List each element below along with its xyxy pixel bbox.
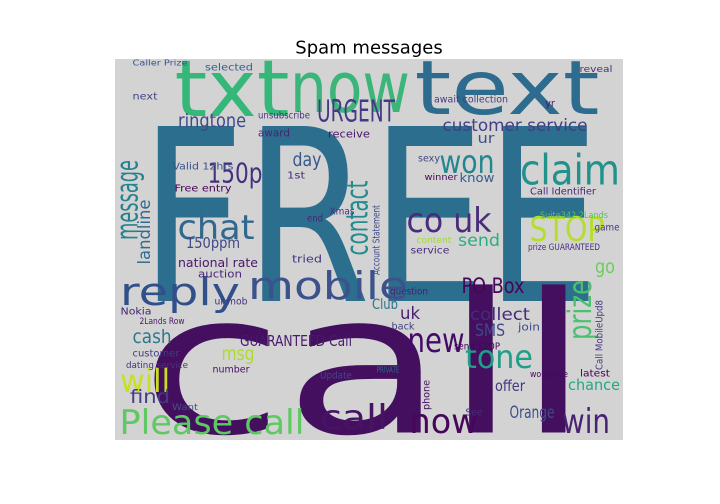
word: 150p — [208, 157, 263, 190]
word: won prize — [530, 370, 568, 380]
word: call — [140, 252, 590, 479]
word: cash — [133, 326, 172, 348]
word: Orange — [510, 403, 555, 423]
word: Club — [372, 297, 398, 313]
word: selected — [205, 63, 253, 74]
word: PRIVATE — [377, 366, 400, 375]
word: award — [258, 127, 290, 140]
word: contact — [341, 180, 376, 255]
word: Free entry — [175, 184, 232, 195]
word: prize GUARANTEED — [528, 243, 600, 253]
word: Suite342 2Lands — [540, 211, 608, 221]
word: auction — [198, 268, 242, 281]
word: customer — [133, 349, 181, 360]
word: chance — [568, 376, 620, 394]
word: SMS — [475, 321, 505, 341]
word: game — [595, 223, 620, 234]
word: send — [458, 231, 500, 251]
word: winner — [425, 173, 458, 183]
word: reply — [120, 270, 240, 314]
word: Call MobileUpd8 — [595, 300, 606, 370]
word: claim — [520, 146, 620, 195]
word: go — [595, 256, 615, 278]
word: phone — [422, 380, 433, 410]
word: end — [307, 214, 323, 225]
word: call — [320, 398, 388, 438]
word: FREE — [140, 78, 600, 358]
word: prize — [561, 280, 599, 340]
word: message — [111, 160, 146, 240]
word: tried — [292, 253, 322, 266]
plot-background — [115, 59, 623, 440]
word: unsubscribe — [258, 111, 310, 122]
word: 1st — [287, 171, 305, 182]
word: ur — [478, 131, 495, 147]
word: Call Identifier — [530, 187, 597, 198]
word: Valid 12hrs — [173, 162, 234, 173]
word: co uk — [407, 201, 492, 241]
word: uk — [400, 304, 420, 324]
word: reveal — [580, 65, 613, 75]
word: Nokia — [121, 307, 152, 318]
word: Want — [172, 403, 199, 413]
word: mobile — [248, 264, 408, 308]
word: chat — [178, 208, 255, 248]
word: STOP — [530, 210, 605, 250]
word: URGENT — [317, 95, 395, 130]
word: content — [417, 236, 452, 246]
word: now — [290, 47, 410, 129]
word: Update — [320, 371, 352, 382]
word: customer service — [443, 116, 588, 136]
word: await collection — [434, 95, 508, 106]
word: sexy — [418, 154, 440, 165]
word: receive — [328, 128, 370, 141]
word: send STOP — [454, 342, 500, 353]
word: day — [293, 149, 322, 171]
word: national rate — [178, 256, 258, 270]
word: text — [415, 44, 600, 132]
word: 150ppm — [186, 234, 240, 252]
word: new — [408, 321, 465, 361]
word: join — [517, 321, 540, 334]
word: Please call — [120, 403, 305, 443]
word: find — [130, 386, 170, 408]
word: See — [466, 408, 483, 419]
word: Account Statement — [372, 205, 383, 275]
word: won — [440, 143, 495, 181]
word: txt — [175, 45, 290, 135]
word: PO Box — [462, 274, 525, 298]
word: back — [392, 322, 415, 333]
word: collect — [470, 305, 530, 325]
word: service — [411, 246, 450, 257]
word: ur mob — [215, 297, 248, 308]
word: tone — [465, 338, 533, 376]
word: Xmas — [330, 207, 355, 218]
word: yr — [545, 99, 556, 110]
word: next — [133, 92, 158, 103]
word: will — [120, 362, 170, 400]
word: number — [213, 365, 251, 376]
word: win — [562, 402, 610, 442]
word: ringtone — [178, 110, 246, 132]
chart-title: Spam messages — [295, 38, 442, 59]
word: msg — [222, 343, 255, 365]
word: know — [460, 171, 495, 185]
word: offer — [495, 377, 526, 395]
word: GUARANTEED Call — [240, 332, 352, 350]
word: latest — [580, 369, 610, 380]
word: dating service — [126, 361, 188, 371]
word: 2Lands Row — [140, 317, 185, 327]
word: now — [410, 402, 479, 442]
word: question — [390, 287, 428, 298]
word: Caller Prize — [133, 59, 188, 68]
word: landline — [135, 200, 155, 265]
